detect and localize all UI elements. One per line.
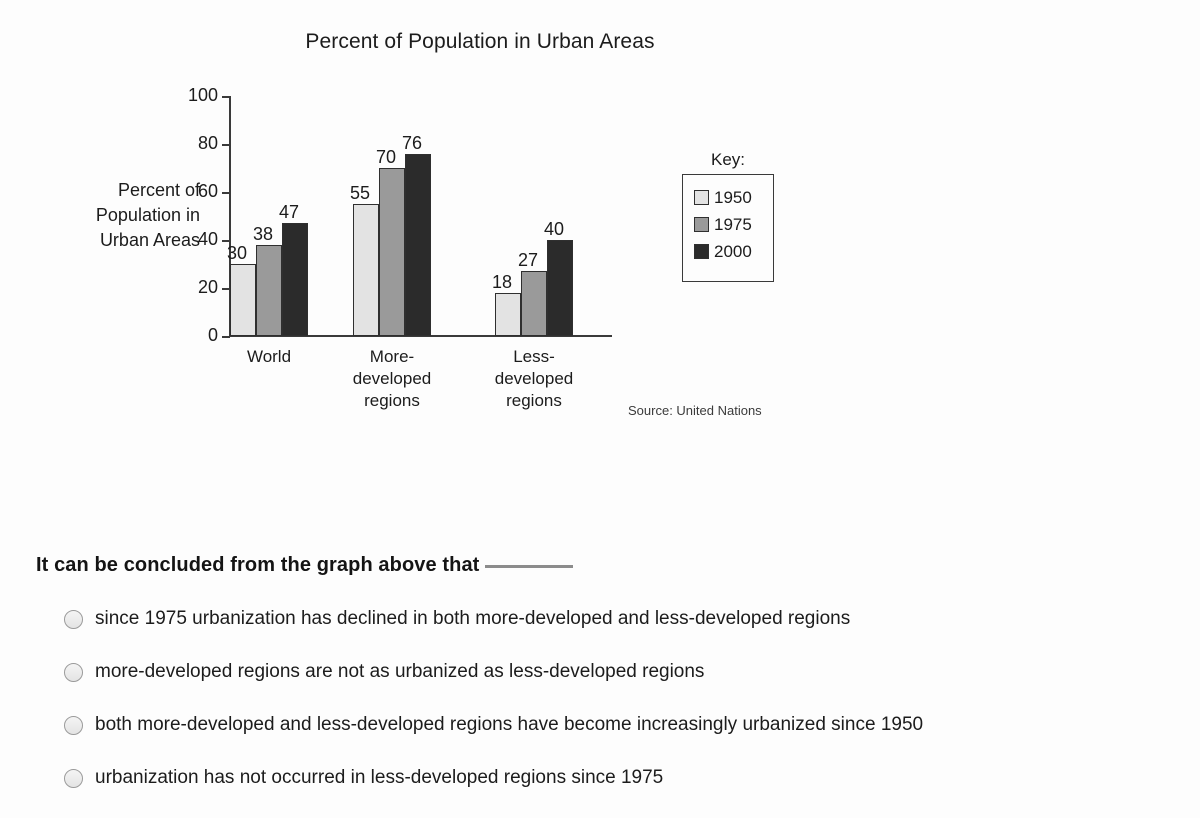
y-tick-mark <box>222 96 230 98</box>
chart-figure: Percent of Population in Urban Areas Per… <box>40 30 774 418</box>
y-tick-label: 100 <box>187 85 218 105</box>
y-axis-title-line-3: Urban Areas <box>99 230 200 250</box>
bar: 76 <box>402 133 431 336</box>
y-tick-mark <box>222 336 230 338</box>
category-label: Less-developed regions <box>459 346 609 412</box>
category-label-line: regions <box>364 391 420 410</box>
bar-value-label: 70 <box>376 147 397 167</box>
y-tick-mark <box>222 144 230 146</box>
y-tick-label: 80 <box>197 133 218 153</box>
bar: 30 <box>227 243 256 336</box>
y-tick-label: 20 <box>197 277 218 297</box>
y-axis-line <box>229 96 231 337</box>
legend-swatch <box>694 190 709 205</box>
category-label: More-developed regions <box>317 346 467 412</box>
legend-label: 2000 <box>714 241 752 261</box>
radio-button[interactable] <box>64 716 83 735</box>
legend-label: 1975 <box>714 214 752 234</box>
answer-option[interactable]: both more-developed and less-developed r… <box>64 712 1174 765</box>
y-axis-title: Percent of Population in Urban Areas <box>40 178 200 253</box>
category-label-line: developed <box>494 369 574 388</box>
chart-title: Percent of Population in Urban Areas <box>305 30 655 53</box>
category-label: World <box>194 346 344 368</box>
legend-title: Key: <box>710 150 746 169</box>
bar-value-label: 27 <box>518 250 539 271</box>
y-tick-mark <box>222 192 230 194</box>
answer-options: since 1975 urbanization has declined in … <box>64 606 1174 818</box>
y-tick-label: 40 <box>197 229 218 249</box>
radio-button[interactable] <box>64 769 83 788</box>
bar-value-label: 38 <box>253 223 274 244</box>
question-stem-text: It can be concluded from the graph above… <box>36 554 480 576</box>
y-axis-title-line-2: Population in <box>95 205 200 225</box>
y-tick-mark <box>222 288 230 290</box>
bar-value-label: 30 <box>227 243 248 263</box>
x-axis-line <box>229 335 612 337</box>
category-label-line: World <box>246 347 292 366</box>
y-tick-label: 0 <box>207 325 218 345</box>
bar-value-label: 18 <box>492 271 513 292</box>
answer-option-label: since 1975 urbanization has declined in … <box>95 608 851 629</box>
bar: 55 <box>350 183 379 336</box>
answer-option[interactable]: urbanization has not occurred in less-de… <box>64 765 1174 818</box>
bar: 27 <box>518 250 547 336</box>
bar-value-label: 47 <box>279 202 300 223</box>
legend-label: 1950 <box>714 187 752 207</box>
answer-option-label: more-developed regions are not as urbani… <box>95 661 705 682</box>
bar-value-label: 76 <box>402 132 423 153</box>
legend-box: 1950 1975 2000 <box>682 174 774 282</box>
y-axis-title-line-1: Percent of <box>117 180 200 200</box>
plot-area: 0 20 40 60 80 100 30 38 47 55 70 76 18 27 40 World Mor… <box>188 85 612 410</box>
legend-swatch <box>694 244 709 259</box>
category-label-line: developed <box>352 369 432 388</box>
legend-item: 1975 <box>694 211 773 238</box>
legend-item: 1950 <box>694 184 773 211</box>
category-label-line: regions <box>506 391 562 410</box>
answer-option[interactable]: since 1975 urbanization has declined in … <box>64 606 1174 659</box>
bar-value-label: 55 <box>350 183 371 203</box>
bar: 40 <box>544 219 573 336</box>
bar-value-label: 40 <box>544 219 565 239</box>
answer-option-label: both more-developed and less-developed r… <box>95 714 924 735</box>
answer-blank <box>485 565 574 568</box>
legend-swatch <box>694 217 709 232</box>
y-tick-label: 60 <box>197 181 218 201</box>
legend-item: 2000 <box>694 238 773 265</box>
category-label-line: More- <box>369 347 415 366</box>
radio-button[interactable] <box>64 663 83 682</box>
bar: 47 <box>279 202 308 336</box>
source-note: Source: United Nations <box>628 403 762 418</box>
answer-option-label: urbanization has not occurred in less-de… <box>95 767 664 788</box>
category-label-line: Less- <box>513 347 555 366</box>
bar: 70 <box>376 147 405 336</box>
answer-option[interactable]: more-developed regions are not as urbani… <box>64 659 1174 712</box>
radio-button[interactable] <box>64 610 83 629</box>
bar: 38 <box>253 224 282 336</box>
y-tick-mark <box>222 240 230 242</box>
question-stem: It can be concluded from the graph above… <box>36 554 574 577</box>
bar: 18 <box>492 272 521 336</box>
